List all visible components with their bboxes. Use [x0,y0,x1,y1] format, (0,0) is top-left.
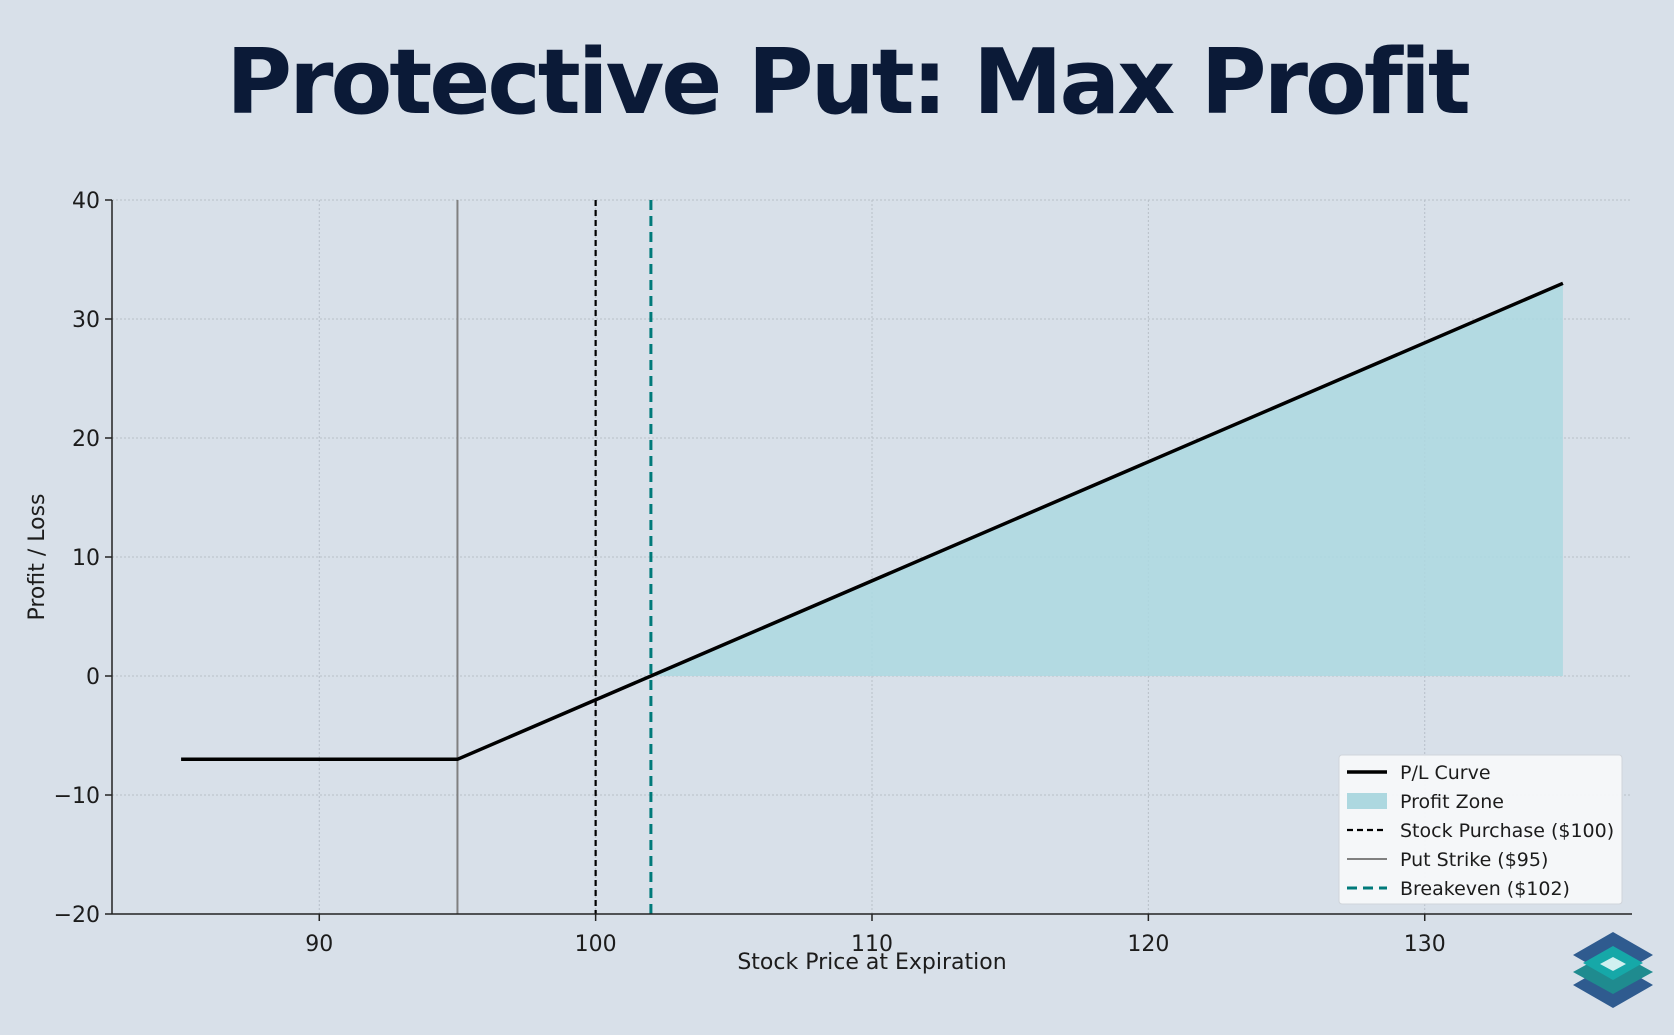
y-tick-label: −10 [54,784,100,809]
y-tick-label: 20 [72,427,100,452]
ticks: 90 100 110 120 130 −20 −10 0 10 20 30 40 [54,189,1446,957]
x-axis-label: Stock Price at Expiration [737,950,1006,975]
x-tick-label: 110 [851,932,893,957]
x-tick-label: 130 [1404,932,1446,957]
x-tick-label: 120 [1127,932,1169,957]
legend-label: Put Strike ($95) [1400,849,1548,871]
y-axis-label: Profit / Loss [25,493,50,620]
legend-label: Stock Purchase ($100) [1400,820,1614,842]
y-tick-label: 0 [86,665,100,690]
legend-swatch-patch [1347,793,1387,809]
x-tick-label: 90 [305,932,333,957]
chart-title: Protective Put: Max Profit [226,30,1471,135]
layered-diamonds-icon [1573,932,1653,1008]
legend: P/L Curve Profit Zone Stock Purchase ($100… [1338,754,1623,905]
legend-label: Breakeven ($102) [1400,878,1570,900]
legend-label: P/L Curve [1400,762,1491,784]
y-tick-label: −20 [54,903,100,928]
x-tick-label: 100 [575,932,617,957]
lines [181,281,1564,762]
legend-box [1338,754,1623,905]
pl-curve-line [181,281,1564,762]
y-tick-label: 40 [72,189,100,214]
y-tick-label: 10 [72,546,100,571]
vertical-lines [456,200,653,914]
y-tick-label: 30 [72,308,100,333]
legend-label: Profit Zone [1400,791,1504,813]
logo-light-diamond [1600,957,1626,971]
